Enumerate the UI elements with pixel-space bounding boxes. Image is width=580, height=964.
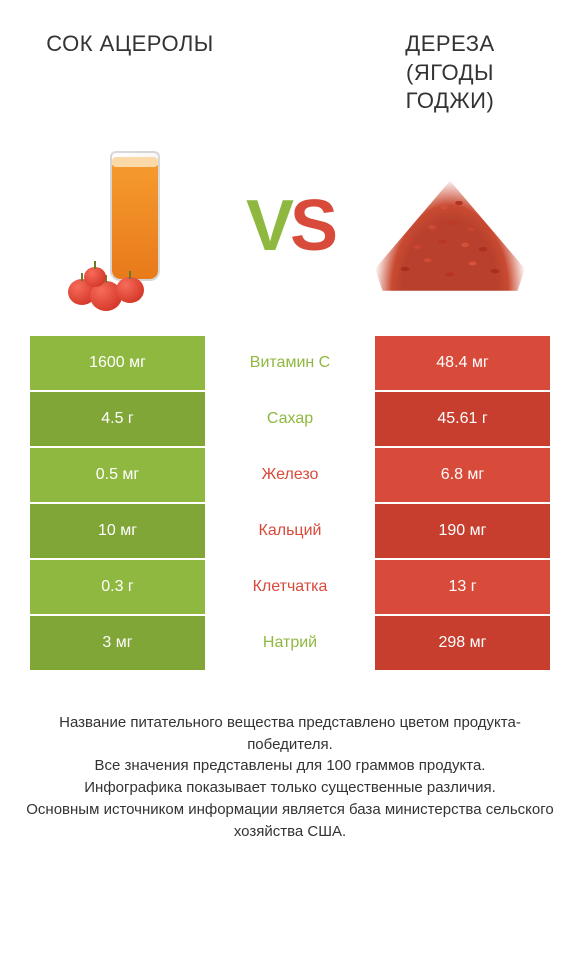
table-cell-nutrient: Сахар — [205, 392, 375, 446]
acerola-juice-icon — [60, 141, 200, 311]
table-cell-right: 6.8 мг — [375, 448, 550, 502]
table-cell-nutrient: Железо — [205, 448, 375, 502]
table-cell-nutrient: Витамин C — [205, 336, 375, 390]
vs-s: S — [290, 186, 334, 266]
table-row: 0.5 мгЖелезо6.8 мг — [30, 448, 550, 502]
footnote-line: Все значения представлены для 100 граммо… — [25, 755, 555, 777]
vs-v: V — [246, 186, 290, 266]
comparison-table: 1600 мгВитамин C48.4 мг4.5 гСахар45.61 г… — [0, 336, 580, 670]
table-cell-right: 298 мг — [375, 616, 550, 670]
table-cell-left: 1600 мг — [30, 336, 205, 390]
table-row: 10 мгКальций190 мг — [30, 504, 550, 558]
header: СОК АЦЕРОЛЫ ДЕРЕЗА (ЯГОДЫ ГОДЖИ) — [0, 0, 580, 126]
product-left-image — [40, 136, 220, 316]
table-cell-left: 0.3 г — [30, 560, 205, 614]
table-cell-nutrient: Клетчатка — [205, 560, 375, 614]
table-row: 3 мгНатрий298 мг — [30, 616, 550, 670]
table-cell-left: 4.5 г — [30, 392, 205, 446]
footnote-line: Инфографика показывает только существенн… — [25, 777, 555, 799]
table-cell-right: 13 г — [375, 560, 550, 614]
table-row: 1600 мгВитамин C48.4 мг — [30, 336, 550, 390]
table-cell-nutrient: Кальций — [205, 504, 375, 558]
table-cell-right: 190 мг — [375, 504, 550, 558]
product-right-title: ДЕРЕЗА (ЯГОДЫ ГОДЖИ) — [360, 30, 540, 116]
product-left-title: СОК АЦЕРОЛЫ — [40, 30, 220, 116]
table-cell-nutrient: Натрий — [205, 616, 375, 670]
table-row: 4.5 гСахар45.61 г — [30, 392, 550, 446]
table-cell-left: 10 мг — [30, 504, 205, 558]
table-cell-right: 45.61 г — [375, 392, 550, 446]
product-right-image — [360, 136, 540, 316]
footnote: Название питательного вещества представл… — [0, 672, 580, 843]
table-cell-left: 0.5 мг — [30, 448, 205, 502]
images-row: VS — [0, 126, 580, 336]
table-cell-right: 48.4 мг — [375, 336, 550, 390]
footnote-line: Название питательного вещества представл… — [25, 712, 555, 756]
footnote-line: Основным источником информации является … — [25, 799, 555, 843]
table-cell-left: 3 мг — [30, 616, 205, 670]
vs-label: VS — [246, 185, 334, 267]
table-row: 0.3 гКлетчатка13 г — [30, 560, 550, 614]
goji-berries-icon — [365, 151, 535, 301]
